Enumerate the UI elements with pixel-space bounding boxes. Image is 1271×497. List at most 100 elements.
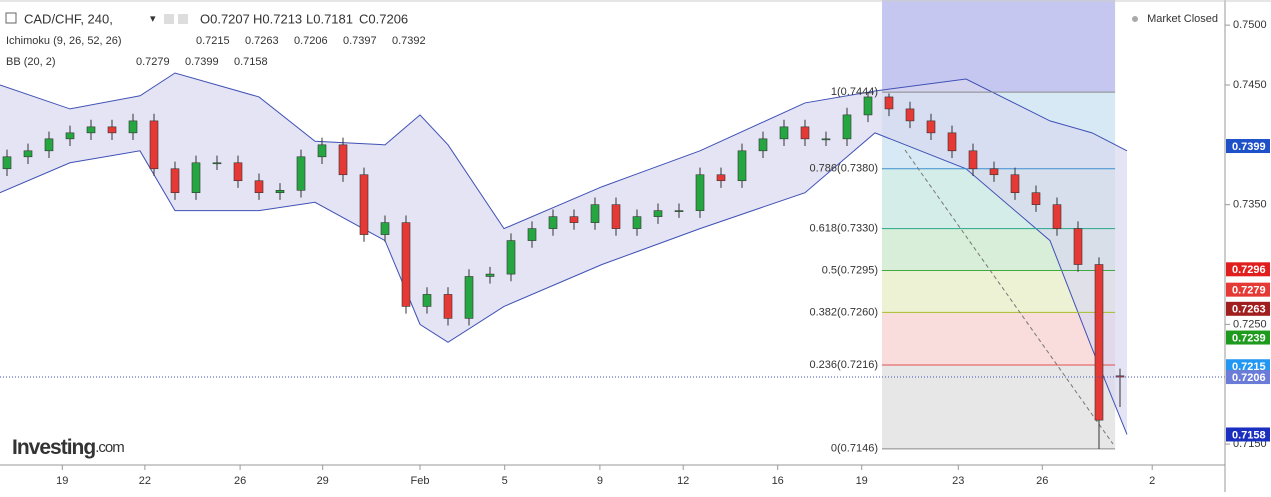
plot-area: 1(0.7444) 0.786(0.7380) 0.618(0.7330) 0.5(0… xyxy=(0,0,1225,455)
candle-body xyxy=(737,150,747,182)
x-tick-label: 29 xyxy=(317,475,329,487)
ohlc-value: C0.7206 xyxy=(359,11,408,26)
candle-body xyxy=(590,204,600,223)
logo-brand: Investing xyxy=(12,436,95,459)
price-tag xyxy=(1226,262,1270,277)
x-tick-label: 26 xyxy=(234,475,246,487)
x-tick-label: Feb xyxy=(411,475,430,487)
candle-body xyxy=(485,273,495,277)
y-tick-label: 0.7350 xyxy=(1233,199,1267,211)
candle-body xyxy=(44,138,54,152)
candle-body xyxy=(212,162,222,165)
candle-body xyxy=(317,144,327,158)
price-tag-label: 0.7206 xyxy=(1232,372,1266,384)
price-tag xyxy=(1226,301,1270,316)
candle-body xyxy=(821,138,831,141)
candle-body xyxy=(338,144,348,176)
fib-band xyxy=(882,365,1116,449)
x-tick-label: 9 xyxy=(597,475,603,487)
candle-body xyxy=(695,174,705,211)
candle-body xyxy=(128,120,138,134)
price-tag xyxy=(1226,330,1270,345)
indicator-value: 0.7263 xyxy=(245,35,279,47)
ohlc-value: H0.7213 xyxy=(253,11,302,26)
x-tick-label: 16 xyxy=(772,475,784,487)
candle-body xyxy=(884,96,894,110)
collapse-icon[interactable] xyxy=(5,12,17,24)
x-tick-label: 5 xyxy=(502,475,508,487)
candle-body xyxy=(2,156,12,170)
status-dot xyxy=(1132,16,1138,22)
candle-body xyxy=(758,138,768,152)
candle-body xyxy=(191,162,201,194)
fib-label: 0.236(0.7216) xyxy=(810,359,879,371)
market-status: Market Closed xyxy=(1147,13,1218,25)
candle-body xyxy=(65,132,75,140)
candle-body xyxy=(611,204,621,229)
indicator-value: 0.7206 xyxy=(294,35,328,47)
candle-body xyxy=(968,150,978,170)
candle-body xyxy=(527,228,537,241)
candle-body xyxy=(401,222,411,307)
dropdown[interactable]: ▾ xyxy=(150,13,156,25)
bollinger-fill xyxy=(0,73,1127,435)
indicator-value: 0.7215 xyxy=(196,35,230,47)
candle-body xyxy=(947,132,957,152)
icon[interactable] xyxy=(164,14,174,24)
x-tick-label: 2 xyxy=(1149,475,1155,487)
indicator-value: 0.7279 xyxy=(136,56,170,68)
indicator-name: BB (20, 2) xyxy=(6,56,56,68)
y-tick-label: 0.7500 xyxy=(1233,19,1267,31)
bollinger-lower xyxy=(0,132,1128,435)
candle-body xyxy=(842,114,852,140)
candle-body xyxy=(716,174,726,182)
fib-label: 0.5(0.7295) xyxy=(822,264,878,276)
price-tag xyxy=(1226,427,1270,442)
candle-body xyxy=(275,190,285,194)
candle-body xyxy=(632,216,642,229)
candle-body xyxy=(464,276,474,319)
candle-body xyxy=(107,126,117,134)
candle-body xyxy=(506,240,516,275)
candle-body xyxy=(380,222,390,235)
y-tick-label: 0.7250 xyxy=(1233,318,1267,330)
candle-body xyxy=(926,120,936,134)
bollinger-upper xyxy=(0,72,1128,230)
header: CAD/CHF, 240, ▾ O0.7207 H0.7213 L0.7181 C0.… xyxy=(5,11,426,68)
candle-body xyxy=(443,294,453,319)
candle-body xyxy=(233,162,243,182)
candle-body xyxy=(149,120,159,170)
price-tag-label: 0.7158 xyxy=(1232,429,1266,441)
x-tick-label: 23 xyxy=(952,475,964,487)
candle-body xyxy=(296,156,306,191)
logo-suffix: .com xyxy=(95,439,124,456)
candle-body xyxy=(863,96,873,116)
logo: Investing.com xyxy=(12,436,124,459)
price-tag-label: 0.7263 xyxy=(1232,304,1266,316)
candle-body xyxy=(359,174,369,235)
price-tag-label: 0.7296 xyxy=(1232,264,1266,276)
indicator-value: 0.7392 xyxy=(392,35,426,47)
indicator-value: 0.7399 xyxy=(185,56,219,68)
candle-body xyxy=(653,210,663,217)
ohlc-value: L0.7181 xyxy=(306,11,353,26)
fib-top-zone xyxy=(882,0,1116,93)
price-tag xyxy=(1226,370,1270,385)
price-tag-label: 0.7399 xyxy=(1232,141,1266,153)
price-tag-label: 0.7279 xyxy=(1232,285,1266,297)
indicator-value: 0.7397 xyxy=(343,35,377,47)
x-tick-label: 19 xyxy=(56,475,68,487)
x-tick-label: 22 xyxy=(139,475,151,487)
fib-label: 0.618(0.7330) xyxy=(810,223,879,235)
candle-body xyxy=(779,126,789,140)
fib-label: 0.382(0.7260) xyxy=(810,306,879,318)
indicator-value: 0.7158 xyxy=(234,56,268,68)
fib-label: 0.786(0.7380) xyxy=(810,163,879,175)
icon[interactable] xyxy=(178,14,188,24)
candle-body xyxy=(86,126,96,134)
candle-body xyxy=(422,294,432,307)
candle-body xyxy=(1031,192,1041,205)
candle-body xyxy=(254,180,264,194)
symbol: CAD/CHF, 240, xyxy=(24,11,113,26)
